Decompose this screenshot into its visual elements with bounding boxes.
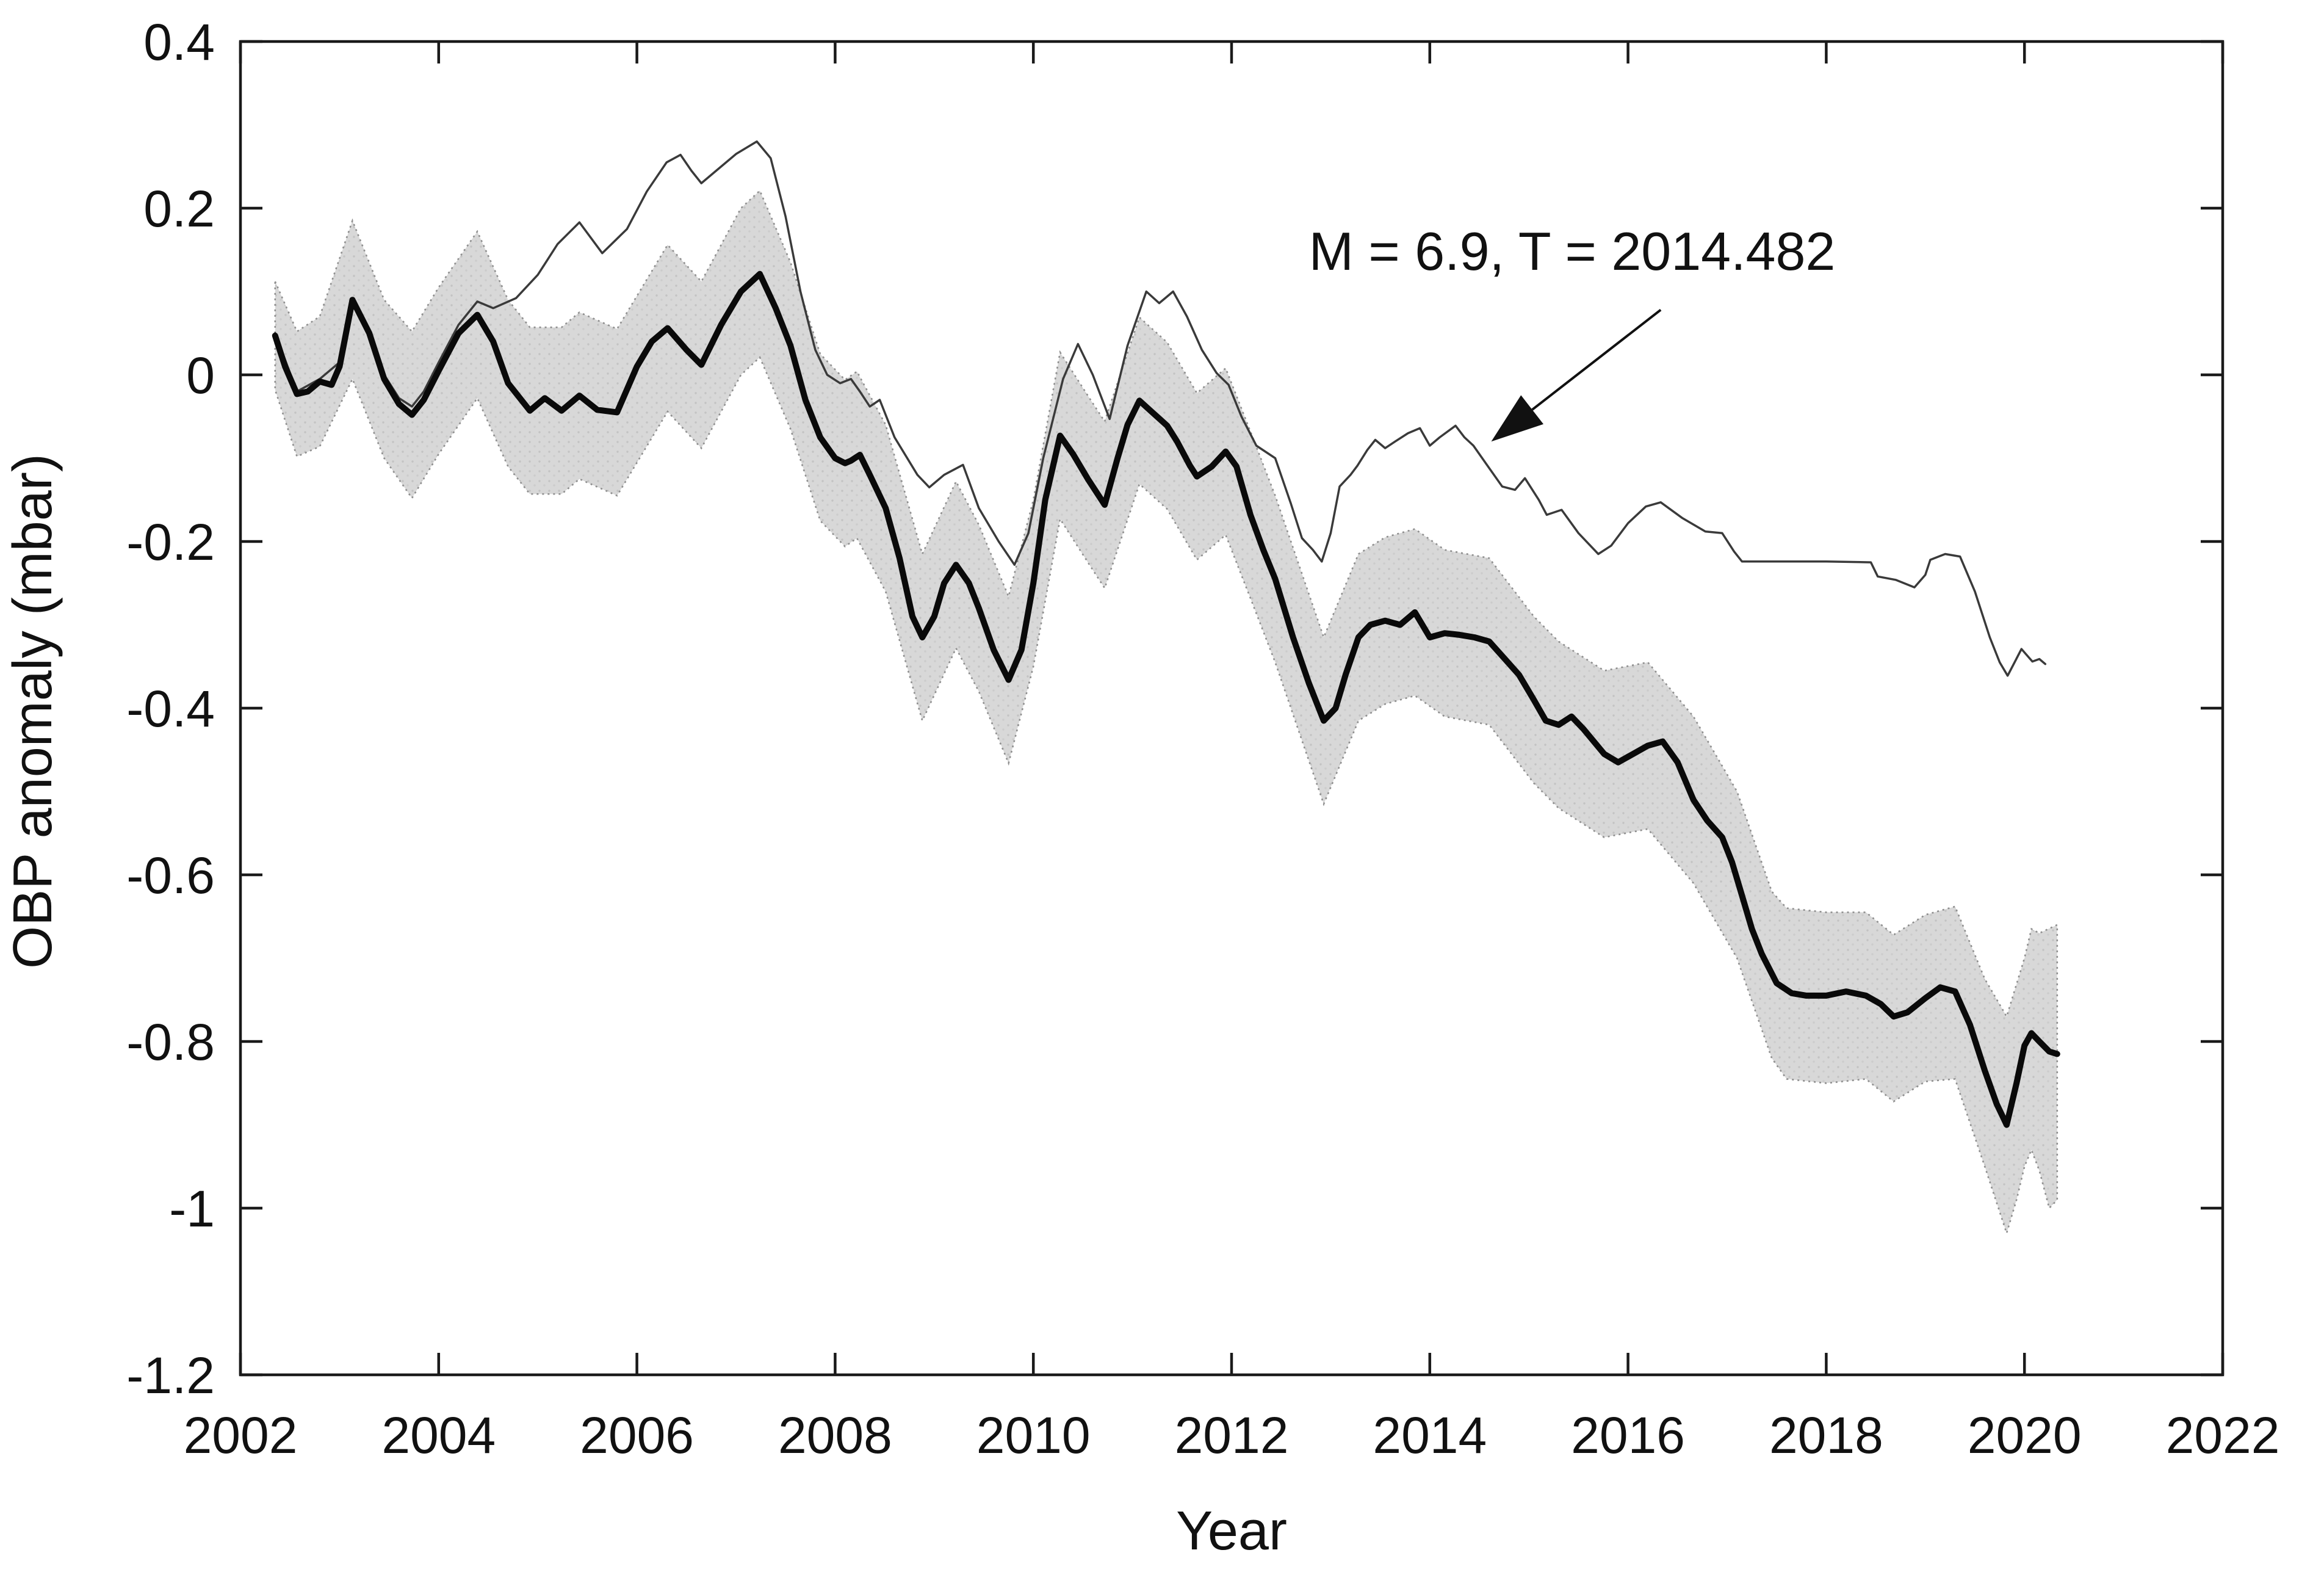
series-layer [272,140,2060,1128]
y-tick-label: 0.4 [143,13,215,71]
tick-labels-layer: 2002 2004 2006 2008 2010 2012 2014 2016 2018 2020… [126,13,2279,1464]
uncertainty-band-layer [274,189,2059,1236]
annotation-arrowhead [1491,395,1544,442]
x-tick-label: 2022 [2166,1407,2280,1464]
y-tick-label: -0.4 [126,680,215,737]
x-tick-label: 2004 [381,1407,496,1464]
x-tick-label: 2006 [580,1407,694,1464]
uncertainty-band [274,189,2059,1236]
x-tick-label: 2018 [1769,1407,1883,1464]
x-tick-label: 2008 [778,1407,892,1464]
y-tick-label: 0 [186,347,215,404]
y-tick-label: -0.8 [126,1013,215,1071]
y-axis-label: OBP anomaly (mbar) [2,454,63,969]
x-tick-label: 2020 [1968,1407,2082,1464]
x-tick-label: 2002 [184,1407,298,1464]
y-tick-label: -0.2 [126,513,215,571]
obp-anomaly-uncorrected-line [274,140,2047,677]
x-tick-label: 2014 [1373,1407,1487,1464]
y-tick-label: -1 [169,1180,215,1237]
annotation-layer [1491,308,1662,442]
x-tick-label: 2010 [976,1407,1091,1464]
y-tick-label: 0.2 [143,180,215,237]
y-tick-label: -0.6 [126,847,215,904]
earthquake-annotation-text: M = 6.9, T = 2014.482 [1309,221,1836,281]
y-tick-label: -1.2 [126,1347,215,1404]
x-axis-label: Year [1176,1501,1287,1562]
annotation-arrow-shaft [1531,308,1662,411]
obp-anomaly-mean-line [272,270,2060,1128]
axes-layer [239,40,2225,1377]
x-tick-label: 2012 [1175,1407,1289,1464]
x-tick-label: 2016 [1571,1407,1685,1464]
